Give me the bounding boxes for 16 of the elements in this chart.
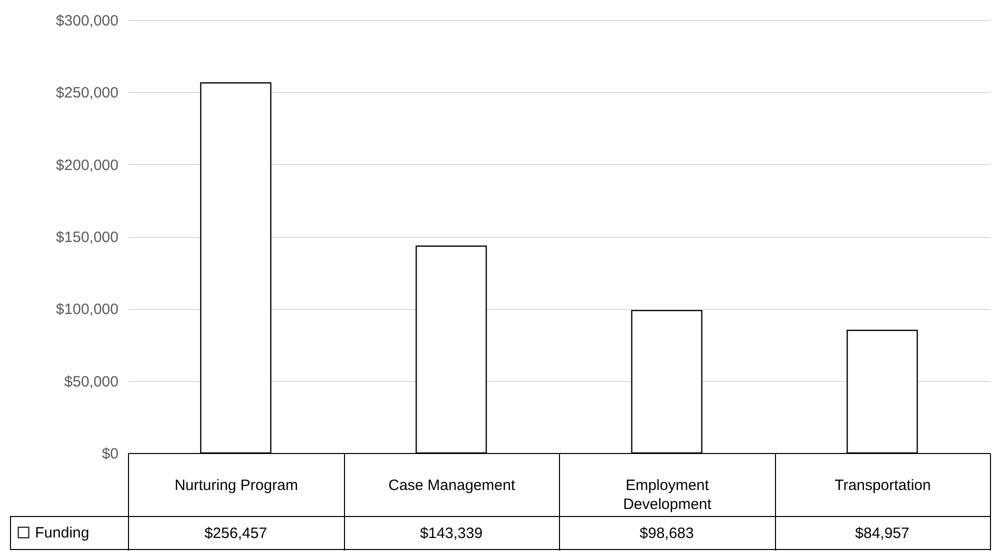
data-label: $256,457 [204,525,268,542]
y-tick-label: $100,000 [56,301,118,318]
y-tick-label: $200,000 [56,156,118,174]
x-tick-label: Case Management [388,477,516,494]
data-label: $98,683 [640,525,694,542]
legend-label: Funding [35,524,90,542]
x-tick-label: Transportation [834,477,931,494]
x-tick-label: Nurturing Program [174,477,298,494]
x-tick-label: Employment Development [623,477,712,513]
data-label: $143,339 [420,525,483,542]
y-tick-label: $150,000 [56,229,118,246]
data-label: $84,957 [855,525,910,542]
y-tick-label: $250,000 [56,84,118,102]
y-tick-label: $50,000 [64,373,118,390]
y-tick-label: $300,000 [56,12,118,30]
y-tick-label: $0 [102,446,118,462]
